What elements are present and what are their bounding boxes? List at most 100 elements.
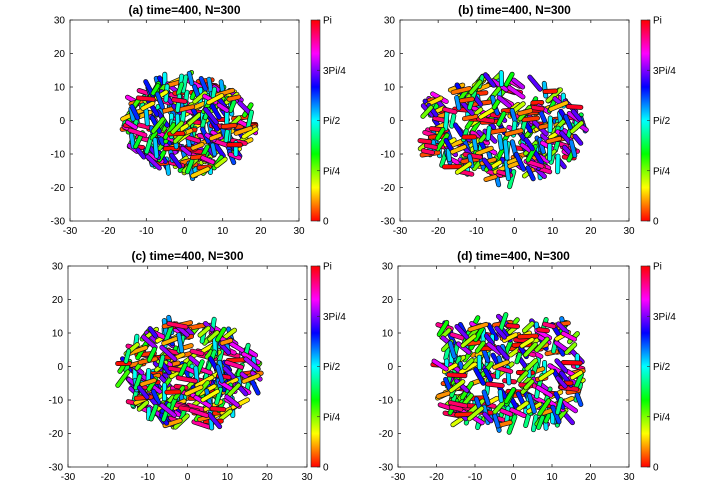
colorbar-tick-label: Pi: [653, 16, 662, 27]
panel-2: (b) time=400, N=300 -30 -20 -10 0 10 20 30 -30 -2…: [381, 3, 677, 237]
particle-rod: [450, 145, 467, 154]
y-tick-label: 20: [54, 49, 66, 60]
particle-rod: [169, 153, 182, 169]
x-tick-label: -20: [431, 226, 446, 237]
particle-rod: [570, 121, 584, 134]
particle-rod: [520, 143, 533, 153]
particle-rod: [205, 348, 215, 359]
particle-rod: [453, 123, 464, 137]
particle-rod: [510, 408, 526, 418]
particle-rod: [503, 140, 509, 160]
x-tick-label: -20: [429, 472, 444, 483]
panel-title: (b) time=400, N=300: [458, 3, 571, 17]
particle-rod: [421, 105, 433, 119]
particle-rod: [129, 133, 136, 149]
y-tick-label: -30: [51, 217, 66, 228]
particle-rod: [228, 100, 236, 113]
particle-rod: [496, 111, 506, 126]
particle-rod: [153, 137, 159, 158]
particle-rod: [171, 97, 187, 104]
particle-rod: [160, 345, 177, 361]
y-tick-label: 0: [387, 362, 393, 373]
particle-rod: [555, 359, 568, 373]
particle-rod: [151, 117, 165, 133]
particle-rod: [215, 365, 224, 383]
particle-rod: [564, 342, 577, 355]
particle-rod: [462, 393, 474, 406]
particle-rod: [539, 369, 554, 381]
colorbar-tick-label: 3Pi/4: [653, 66, 676, 77]
particle-rod: [145, 154, 162, 170]
particle-rod: [128, 128, 147, 137]
particle-rod: [482, 412, 493, 423]
particle-rod: [482, 390, 490, 406]
particle-rod: [524, 137, 535, 151]
particle-rod: [207, 412, 222, 429]
particle-rod: [164, 325, 173, 343]
particle-rod: [512, 78, 525, 89]
particle-rod: [498, 312, 508, 332]
y-tick-label: 30: [382, 262, 394, 273]
particle-rod: [223, 328, 237, 339]
colorbar-tick-label: Pi/4: [653, 412, 671, 423]
particle-rod: [482, 158, 493, 170]
particle-rod: [530, 105, 544, 111]
particle-rod: [219, 79, 225, 94]
particle-rod: [199, 76, 208, 91]
y-tick-label: -10: [381, 150, 396, 161]
particle-rod: [500, 408, 513, 416]
particle-rod: [575, 393, 583, 407]
particle-rod: [492, 399, 507, 415]
particle-rod: [486, 87, 501, 103]
particle-rod: [504, 387, 516, 404]
particle-rod: [497, 420, 512, 428]
colorbar-tick-label: Pi/2: [323, 362, 341, 373]
particle-rod: [551, 405, 561, 424]
particle-rod: [214, 387, 223, 405]
particle-rod: [219, 409, 233, 421]
particle-rod: [421, 148, 435, 155]
particle-rod: [221, 123, 237, 129]
y-tick-label: 30: [384, 16, 396, 27]
x-tick-label: 30: [623, 472, 635, 483]
particle-rod: [459, 362, 477, 374]
particle-rod: [210, 143, 217, 156]
particle-rod: [523, 342, 538, 357]
particle-rod: [449, 114, 456, 128]
panel-title: (d) time=400, N=300: [457, 249, 570, 263]
particle-rod: [115, 370, 130, 388]
y-tick-label: 20: [384, 49, 396, 60]
x-tick-label: 10: [222, 472, 234, 483]
particle-rod: [444, 138, 455, 153]
particle-rod: [188, 356, 201, 367]
particle-rod: [141, 101, 155, 111]
particle-rod: [468, 322, 489, 332]
particle-rod: [242, 374, 260, 384]
particle-rod: [207, 330, 219, 341]
colorbar-tick-label: 3Pi/4: [323, 312, 346, 323]
particle-rod: [214, 157, 227, 168]
particle-rod: [504, 72, 514, 87]
panel-1: (a) time=400, N=300 -30 -20 -10 0 10 20 30 -30 -2…: [51, 3, 347, 237]
particle-rod: [556, 322, 569, 335]
particle-rod: [563, 114, 573, 130]
panel-3: (c) time=400, N=300 -30 -20 -10 0 10 20 30 -30 -2…: [49, 249, 347, 483]
particle-rod: [437, 320, 449, 337]
particle-rod: [210, 406, 226, 412]
particle-rod: [178, 363, 187, 378]
x-tick-label: -30: [63, 226, 78, 237]
colorbar-tick-label: 3Pi/4: [653, 312, 676, 323]
particle-rod: [564, 413, 575, 425]
particle-rod: [163, 122, 176, 140]
particle-rod: [508, 161, 521, 169]
particle-layer: [430, 312, 586, 435]
particle-rod: [573, 134, 583, 146]
colorbar-tick-label: Pi/2: [653, 116, 671, 127]
particle-rod: [486, 382, 505, 388]
particle-rod: [418, 138, 432, 144]
y-tick-label: -20: [49, 429, 64, 440]
particle-rod: [536, 415, 545, 430]
panel-title: (c) time=400, N=300: [131, 249, 243, 263]
particle-rod: [461, 334, 477, 348]
